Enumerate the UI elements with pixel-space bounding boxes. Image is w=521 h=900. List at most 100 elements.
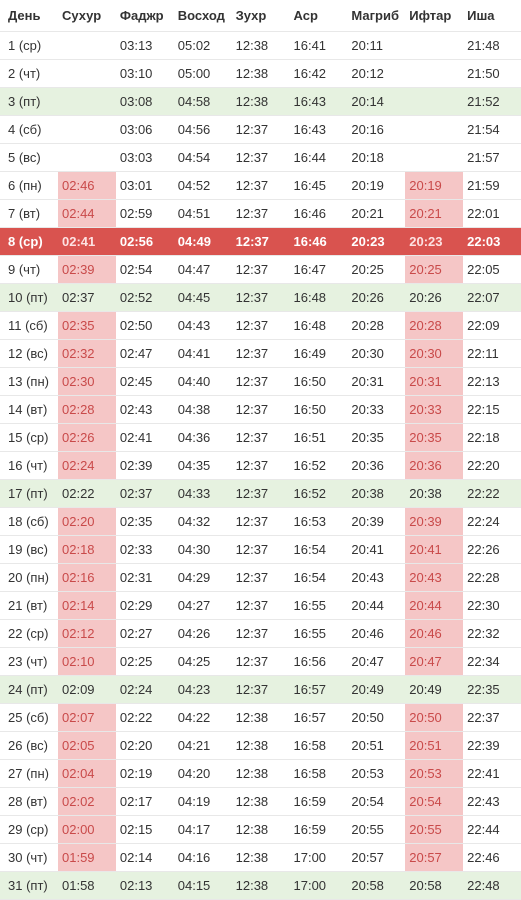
cell-isha: 22:44 [463,816,521,844]
cell-sunrise: 04:40 [174,368,232,396]
cell-suhur: 02:09 [58,676,116,704]
cell-isha: 22:22 [463,480,521,508]
cell-zuhr: 12:37 [232,396,290,424]
cell-asr: 16:50 [290,396,348,424]
table-row: 26 (вс)02:0502:2004:2112:3816:5820:5120:… [0,732,521,760]
cell-maghrib: 20:58 [347,872,405,900]
cell-day: 13 (пн) [0,368,58,396]
cell-asr: 16:49 [290,340,348,368]
cell-isha: 21:48 [463,32,521,60]
cell-iftar: 20:38 [405,480,463,508]
table-row: 23 (чт)02:1002:2504:2512:3716:5620:4720:… [0,648,521,676]
cell-suhur: 01:58 [58,872,116,900]
cell-day: 26 (вс) [0,732,58,760]
cell-suhur: 02:28 [58,396,116,424]
cell-iftar: 20:28 [405,312,463,340]
cell-day: 24 (пт) [0,676,58,704]
cell-maghrib: 20:19 [347,172,405,200]
cell-sunrise: 04:19 [174,788,232,816]
cell-fajr: 02:39 [116,452,174,480]
cell-zuhr: 12:37 [232,452,290,480]
cell-maghrib: 20:46 [347,620,405,648]
cell-sunrise: 04:32 [174,508,232,536]
cell-fajr: 02:37 [116,480,174,508]
cell-isha: 21:54 [463,116,521,144]
cell-asr: 16:58 [290,760,348,788]
cell-sunrise: 04:33 [174,480,232,508]
cell-suhur: 02:37 [58,284,116,312]
cell-fajr: 02:25 [116,648,174,676]
cell-zuhr: 12:37 [232,620,290,648]
cell-maghrib: 20:18 [347,144,405,172]
cell-maghrib: 20:33 [347,396,405,424]
cell-zuhr: 12:37 [232,424,290,452]
cell-sunrise: 04:49 [174,228,232,256]
cell-suhur: 02:30 [58,368,116,396]
cell-fajr: 02:31 [116,564,174,592]
cell-maghrib: 20:57 [347,844,405,872]
cell-zuhr: 12:37 [232,368,290,396]
cell-maghrib: 20:30 [347,340,405,368]
cell-zuhr: 12:37 [232,592,290,620]
cell-sunrise: 04:17 [174,816,232,844]
cell-fajr: 02:45 [116,368,174,396]
cell-isha: 22:05 [463,256,521,284]
cell-maghrib: 20:14 [347,88,405,116]
cell-isha: 22:48 [463,872,521,900]
cell-maghrib: 20:49 [347,676,405,704]
cell-fajr: 02:20 [116,732,174,760]
cell-maghrib: 20:26 [347,284,405,312]
cell-sunrise: 04:26 [174,620,232,648]
cell-fajr: 02:56 [116,228,174,256]
cell-iftar: 20:43 [405,564,463,592]
cell-maghrib: 20:36 [347,452,405,480]
cell-isha: 22:24 [463,508,521,536]
cell-asr: 16:52 [290,452,348,480]
cell-suhur [58,116,116,144]
cell-day: 10 (пт) [0,284,58,312]
cell-isha: 22:30 [463,592,521,620]
cell-sunrise: 04:58 [174,88,232,116]
cell-sunrise: 04:51 [174,200,232,228]
cell-zuhr: 12:38 [232,760,290,788]
cell-suhur: 02:41 [58,228,116,256]
cell-sunrise: 04:36 [174,424,232,452]
cell-asr: 16:57 [290,676,348,704]
col-day: День [0,0,58,32]
cell-sunrise: 04:15 [174,872,232,900]
cell-day: 8 (ср) [0,228,58,256]
cell-sunrise: 04:35 [174,452,232,480]
cell-iftar: 20:23 [405,228,463,256]
table-row: 24 (пт)02:0902:2404:2312:3716:5720:4920:… [0,676,521,704]
cell-suhur: 02:32 [58,340,116,368]
cell-iftar [405,116,463,144]
cell-maghrib: 20:54 [347,788,405,816]
table-row: 27 (пн)02:0402:1904:2012:3816:5820:5320:… [0,760,521,788]
cell-fajr: 03:08 [116,88,174,116]
cell-day: 28 (вт) [0,788,58,816]
cell-iftar: 20:46 [405,620,463,648]
table-row: 8 (ср)02:4102:5604:4912:3716:4620:2320:2… [0,228,521,256]
cell-sunrise: 04:52 [174,172,232,200]
table-row: 31 (пт)01:5802:1304:1512:3817:0020:5820:… [0,872,521,900]
cell-iftar: 20:44 [405,592,463,620]
cell-maghrib: 20:53 [347,760,405,788]
cell-suhur: 01:59 [58,844,116,872]
cell-zuhr: 12:37 [232,256,290,284]
cell-asr: 16:42 [290,60,348,88]
cell-asr: 16:48 [290,284,348,312]
cell-fajr: 02:59 [116,200,174,228]
cell-suhur: 02:35 [58,312,116,340]
cell-iftar [405,144,463,172]
cell-day: 29 (ср) [0,816,58,844]
cell-fajr: 02:47 [116,340,174,368]
table-row: 18 (сб)02:2002:3504:3212:3716:5320:3920:… [0,508,521,536]
cell-isha: 22:09 [463,312,521,340]
cell-asr: 16:57 [290,704,348,732]
table-row: 7 (вт)02:4402:5904:5112:3716:4620:2120:2… [0,200,521,228]
cell-zuhr: 12:37 [232,480,290,508]
cell-suhur: 02:07 [58,704,116,732]
cell-asr: 16:50 [290,368,348,396]
cell-sunrise: 04:22 [174,704,232,732]
cell-iftar: 20:19 [405,172,463,200]
